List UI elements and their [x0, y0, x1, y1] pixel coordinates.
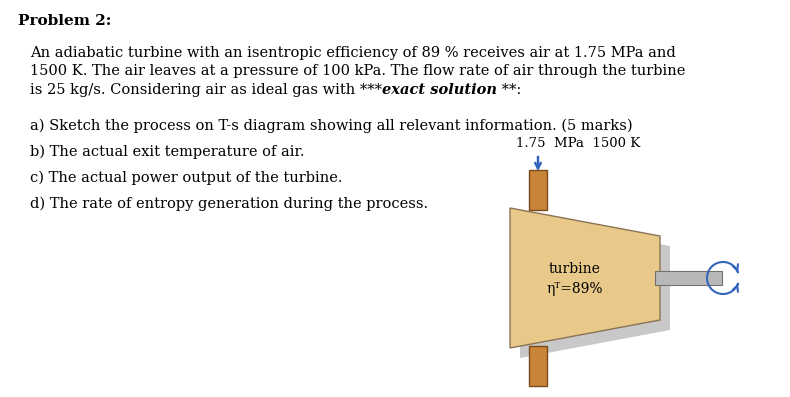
Text: a) Sketch the process on T-s diagram showing all relevant information. (5 marks): a) Sketch the process on T-s diagram sho… [30, 119, 633, 133]
Text: 1500 K. The air leaves at a pressure of 100 kPa. The flow rate of air through th: 1500 K. The air leaves at a pressure of … [30, 64, 686, 79]
Text: 1.75  MPa  1500 K: 1.75 MPa 1500 K [516, 137, 640, 150]
FancyBboxPatch shape [655, 271, 722, 285]
FancyBboxPatch shape [529, 170, 547, 210]
Text: c) The actual power output of the turbine.: c) The actual power output of the turbin… [30, 171, 343, 185]
Polygon shape [520, 218, 670, 358]
Polygon shape [510, 208, 660, 348]
Text: An adiabatic turbine with an isentropic efficiency of 89 % receives air at 1.75 : An adiabatic turbine with an isentropic … [30, 46, 675, 60]
FancyBboxPatch shape [529, 346, 547, 386]
Text: **:: **: [497, 83, 521, 97]
Text: d) The rate of entropy generation during the process.: d) The rate of entropy generation during… [30, 197, 428, 211]
Text: exact solution: exact solution [382, 83, 497, 97]
Text: b) The actual exit temperature of air.: b) The actual exit temperature of air. [30, 145, 304, 159]
Text: turbine: turbine [549, 262, 601, 276]
Text: Problem 2:: Problem 2: [18, 14, 111, 28]
Text: ηᵀ=89%: ηᵀ=89% [547, 282, 604, 296]
Text: is 25 kg/s. Considering air as ideal gas with ***: is 25 kg/s. Considering air as ideal gas… [30, 83, 382, 97]
